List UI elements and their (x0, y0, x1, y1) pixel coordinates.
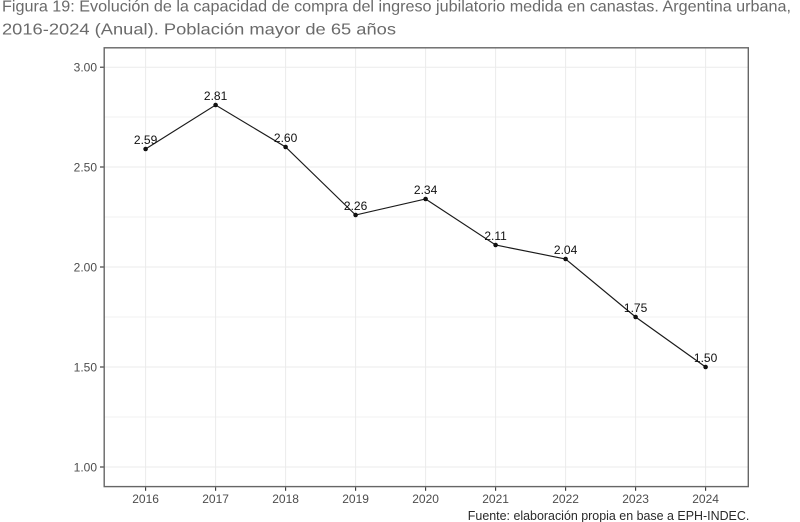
svg-text:1.50: 1.50 (74, 360, 98, 374)
svg-text:2.50: 2.50 (74, 160, 98, 174)
svg-text:2023: 2023 (622, 492, 649, 506)
svg-text:2018: 2018 (272, 492, 299, 506)
svg-text:Figura 19: Evolución de la cap: Figura 19: Evolución de la capacidad de … (2, 0, 791, 16)
svg-text:2.34: 2.34 (414, 183, 438, 197)
svg-text:2.26: 2.26 (344, 199, 368, 213)
svg-text:2.81: 2.81 (204, 89, 228, 103)
svg-text:1.00: 1.00 (74, 460, 98, 474)
svg-text:2.00: 2.00 (74, 260, 98, 274)
svg-text:1.75: 1.75 (624, 301, 648, 315)
svg-text:2022: 2022 (552, 492, 579, 506)
svg-text:Fuente: elaboración propia en: Fuente: elaboración propia en base a EPH… (468, 509, 750, 522)
svg-text:2016: 2016 (132, 492, 159, 506)
svg-text:2024: 2024 (692, 492, 719, 506)
svg-text:2021: 2021 (482, 492, 509, 506)
svg-text:1.50: 1.50 (694, 351, 718, 365)
svg-text:2.11: 2.11 (484, 229, 507, 243)
svg-text:2020: 2020 (412, 492, 439, 506)
svg-text:2.60: 2.60 (274, 131, 298, 145)
svg-text:2017: 2017 (202, 492, 229, 506)
svg-text:2019: 2019 (342, 492, 369, 506)
svg-text:2.59: 2.59 (134, 133, 158, 147)
svg-text:2016-2024 (Anual). Población m: 2016-2024 (Anual). Población mayor de 65… (2, 21, 396, 38)
svg-text:2.04: 2.04 (554, 243, 578, 257)
svg-text:3.00: 3.00 (74, 61, 98, 75)
